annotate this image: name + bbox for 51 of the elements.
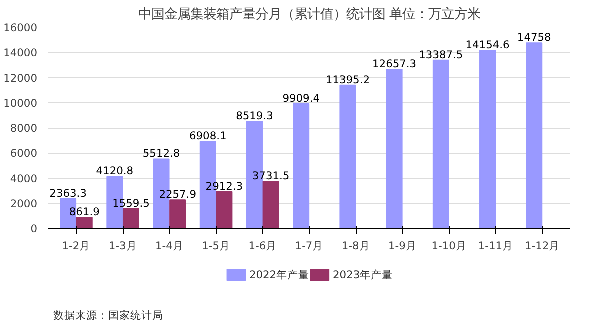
y-tick-label: 12000 (4, 72, 38, 85)
y-tick-label: 2000 (10, 197, 38, 210)
x-tick-label: 1-6月 (248, 240, 278, 252)
data-label: 13387.5 (419, 48, 464, 62)
bar (216, 191, 233, 228)
data-label: 4120.8 (96, 164, 134, 178)
data-label: 14758 (517, 31, 552, 44)
x-tick-label: 1-7月 (295, 240, 324, 252)
y-tick-label: 10000 (4, 96, 38, 110)
data-label: 9909.4 (282, 92, 320, 106)
legend-label: 2023年产量 (332, 268, 394, 282)
bar (170, 200, 186, 228)
data-label: 2257.9 (159, 188, 197, 202)
y-tick-label: 14000 (4, 46, 38, 60)
y-tick-label: 16000 (4, 22, 38, 34)
data-label: 6908.1 (189, 130, 227, 143)
data-label: 11395.2 (326, 73, 370, 86)
y-tick-label: 6000 (10, 147, 38, 160)
data-label: 5512.8 (142, 147, 180, 160)
bar (432, 60, 450, 228)
x-tick-label: 1-9月 (388, 240, 417, 252)
source-note: 数据来源：国家统计局 (54, 309, 164, 322)
data-label: 2912.3 (206, 180, 244, 193)
bar (76, 217, 93, 228)
x-tick-label: 1-5月 (202, 240, 230, 252)
x-tick-label: 1-2月 (62, 240, 91, 252)
y-tick-label: 8000 (10, 122, 38, 135)
legend-label: 2022年产量 (249, 268, 310, 282)
y-tick-label: 4000 (10, 172, 38, 186)
bar (293, 104, 310, 228)
x-tick-label: 1-4月 (155, 240, 184, 252)
x-tick-label: 1-10月 (432, 240, 467, 252)
x-tick-label: 1-8月 (342, 240, 370, 252)
bar (340, 84, 356, 228)
bar (526, 42, 543, 228)
data-label: 8519.3 (236, 109, 274, 122)
chart-title: 中国金属集装箱产量分月（累计值）统计图 单位：万立方米 (138, 6, 481, 22)
data-label: 2363.3 (50, 186, 87, 200)
x-tick-label: 1-11月 (478, 240, 514, 252)
data-label: 3731.5 (252, 170, 290, 183)
data-label: 861.9 (69, 206, 100, 219)
y-tick-label: 0 (30, 222, 38, 236)
data-label: 14154.6 (466, 38, 510, 52)
bar (386, 68, 403, 228)
bar (480, 50, 496, 228)
bar (122, 208, 140, 228)
bar (262, 181, 280, 228)
x-tick-label: 1-12月 (524, 240, 560, 252)
data-label: 12657.3 (372, 57, 417, 70)
data-label: 1559.5 (112, 196, 150, 210)
x-tick-label: 1-3月 (108, 240, 138, 252)
